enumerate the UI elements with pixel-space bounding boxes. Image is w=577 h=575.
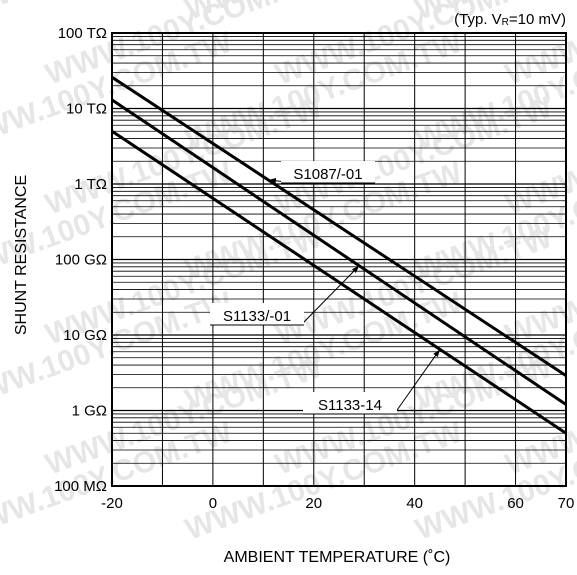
y-tick-label: 1 TΩ bbox=[74, 176, 107, 193]
annotation-label: S1087/-01 bbox=[293, 166, 362, 183]
y-tick-label: 10 GΩ bbox=[63, 327, 107, 344]
x-axis-label: AMBIENT TEMPERATURE (˚C) bbox=[224, 549, 451, 566]
y-tick-label: 100 TΩ bbox=[58, 25, 107, 42]
y-tick-label: 100 MΩ bbox=[54, 478, 107, 495]
x-tick-label: 20 bbox=[305, 495, 322, 512]
y-tick-label: 100 GΩ bbox=[55, 252, 107, 269]
x-tick-label: 0 bbox=[209, 495, 217, 512]
y-tick-label: 1 GΩ bbox=[72, 403, 107, 420]
watermark: WWW.100Y.COM.TWWWW.100Y.COM.TWWWW.100Y.C… bbox=[0, 0, 577, 547]
y-axis-label: SHUNT RESISTANCE bbox=[13, 175, 30, 335]
x-tick-label: 40 bbox=[406, 495, 423, 512]
y-tick-label: 10 TΩ bbox=[66, 101, 107, 118]
annotation-label: S1133/-01 bbox=[223, 308, 291, 325]
x-tick-label: 60 bbox=[507, 495, 524, 512]
condition-note: (Typ. VR=10 mV) bbox=[454, 11, 566, 28]
annotation-label: S1133-14 bbox=[318, 397, 382, 414]
annotation-arrowhead bbox=[433, 349, 440, 357]
x-tick-label: -20 bbox=[101, 495, 123, 512]
x-tick-label: 70 bbox=[558, 495, 575, 512]
